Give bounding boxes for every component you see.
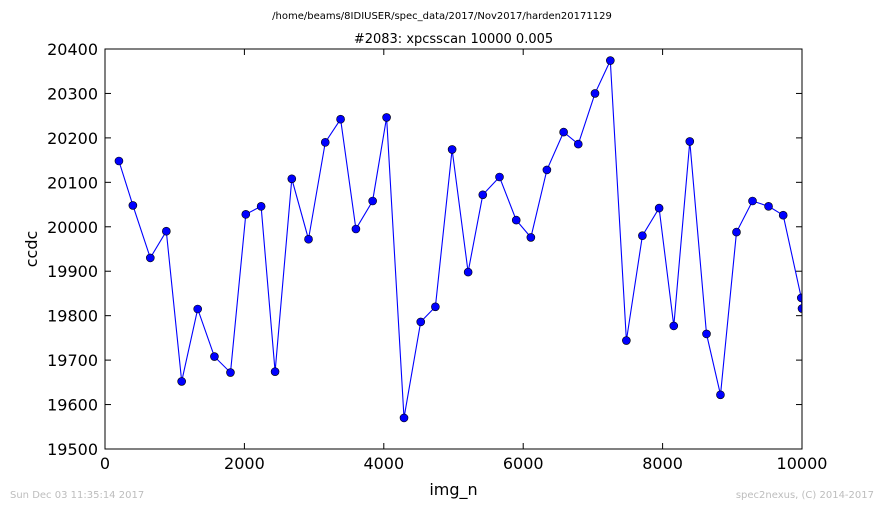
data-point <box>114 156 124 166</box>
x-tick-label: 4000 <box>363 454 404 473</box>
data-point <box>287 174 297 184</box>
data-point <box>162 226 171 236</box>
y-tick-label: 19900 <box>47 262 98 281</box>
data-point <box>478 190 488 200</box>
data-point <box>399 413 409 423</box>
data-point <box>797 304 802 313</box>
x-axis-label: img_n <box>429 480 477 500</box>
data-point <box>590 89 600 98</box>
y-axis-label: ccdc <box>22 231 41 268</box>
data-point <box>511 215 521 225</box>
plot-area <box>104 48 803 450</box>
data-point <box>447 145 457 154</box>
data-point <box>256 202 266 211</box>
data-point <box>654 203 664 213</box>
data-point <box>226 368 235 377</box>
data-point <box>573 139 583 149</box>
y-tick-label: 19700 <box>47 351 98 370</box>
data-point <box>416 317 426 327</box>
footer-credit: spec2nexus, (C) 2014-2017 <box>736 490 874 501</box>
data-point <box>193 304 203 314</box>
x-tick-label: 8000 <box>642 454 683 473</box>
data-point <box>542 165 552 175</box>
data-point <box>304 234 313 244</box>
x-tick-label: 0 <box>100 454 110 473</box>
data-point <box>128 201 138 210</box>
y-tick-label: 20000 <box>47 218 98 237</box>
data-point <box>669 321 679 331</box>
y-tick-label: 20200 <box>47 129 98 148</box>
y-tick-label: 20400 <box>47 40 98 59</box>
data-point <box>351 224 361 234</box>
axis-ticks: 0 2000 4000 6000 8000 10000 19500 19600 19700 198… <box>47 40 827 473</box>
file-path-header: /home/beams/8IDIUSER/spec_data/2017/Nov2… <box>272 11 612 22</box>
y-tick-label: 20100 <box>47 173 98 192</box>
data-point <box>210 352 219 361</box>
data-point <box>463 267 473 277</box>
data-point <box>559 127 568 137</box>
x-tick-label: 10000 <box>777 454 828 473</box>
data-point <box>685 137 695 146</box>
data-point <box>732 227 741 237</box>
plot-frame <box>104 48 803 450</box>
data-point <box>748 196 757 206</box>
chart-title: #2083: xpcsscan 10000 0.005 <box>354 32 553 47</box>
data-point <box>336 114 345 124</box>
data-point <box>778 210 788 220</box>
footer-timestamp: Sun Dec 03 11:35:14 2017 <box>10 490 144 501</box>
x-tick-label: 2000 <box>224 454 265 473</box>
data-point <box>495 172 504 182</box>
data-point <box>382 113 391 122</box>
data-point <box>177 377 186 386</box>
series-group <box>114 56 802 423</box>
y-tick-label: 19600 <box>47 396 98 415</box>
data-point <box>320 138 330 147</box>
data-point <box>526 233 536 242</box>
data-point <box>622 336 631 345</box>
data-point <box>606 56 615 65</box>
y-tick-label: 19800 <box>47 307 98 326</box>
data-point <box>797 293 802 303</box>
data-point <box>146 253 155 263</box>
data-point <box>270 367 280 376</box>
data-point <box>368 196 377 206</box>
data-point <box>702 329 711 339</box>
data-point <box>431 302 440 312</box>
data-point <box>716 390 725 400</box>
data-point <box>638 231 647 240</box>
data-point <box>241 210 251 219</box>
y-tick-label: 20300 <box>47 84 98 103</box>
x-tick-label: 6000 <box>503 454 544 473</box>
y-tick-label: 19500 <box>47 440 98 459</box>
series-line <box>118 60 802 418</box>
data-point <box>764 202 773 211</box>
